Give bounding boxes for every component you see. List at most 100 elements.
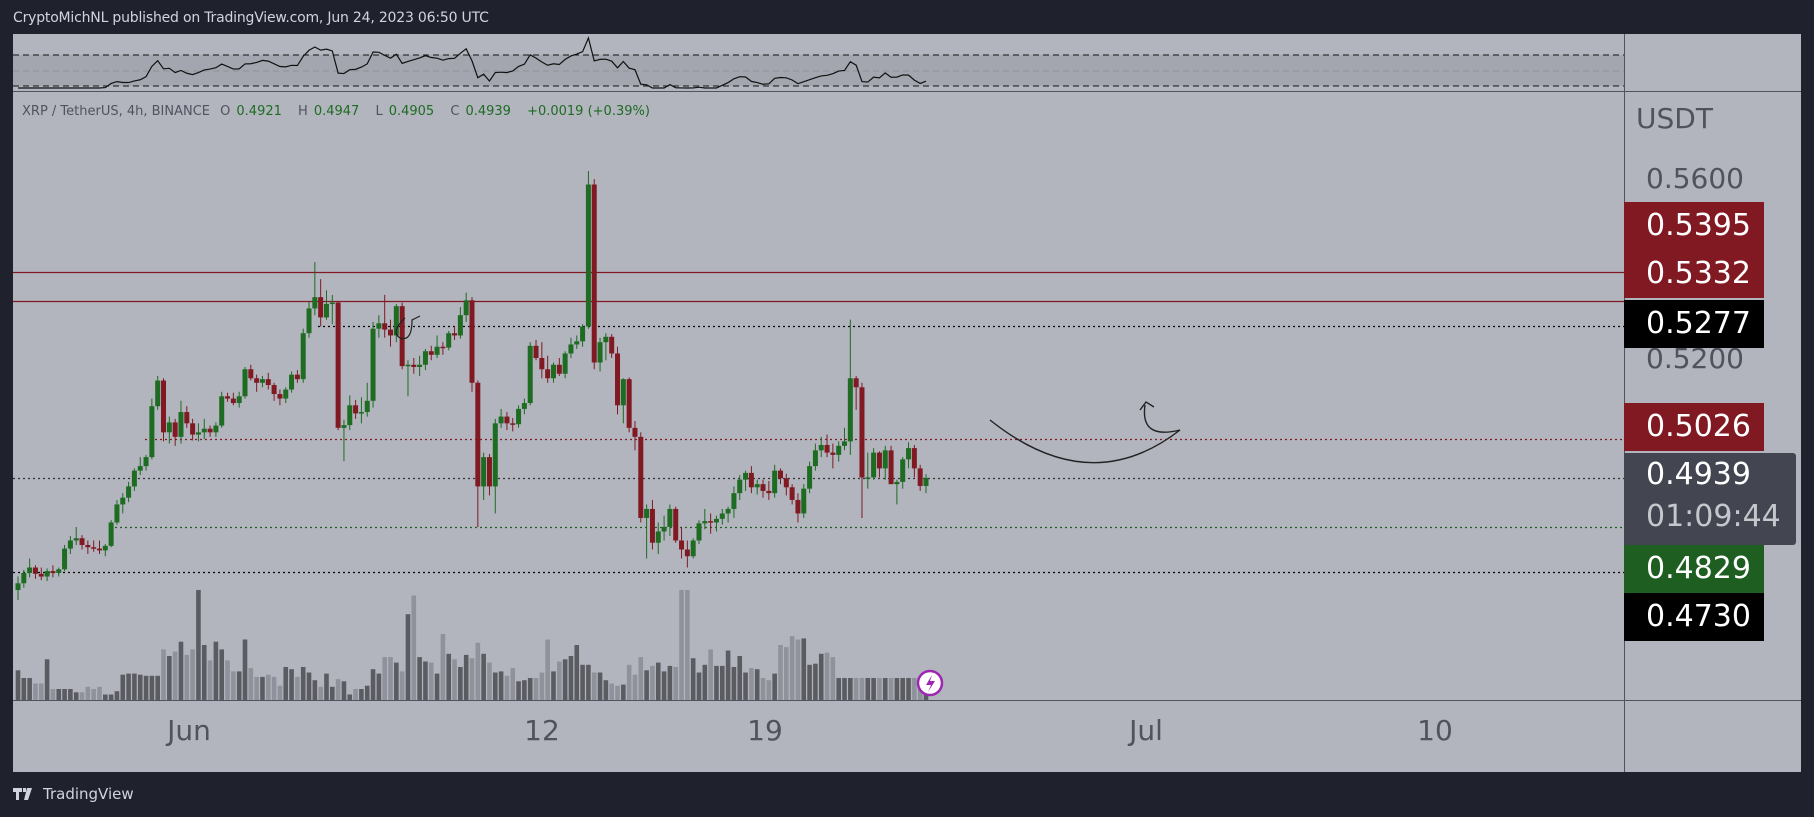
symbol-title: XRP / TetherUS, 4h, BINANCE — [22, 104, 211, 119]
volume-bar — [551, 671, 556, 700]
chart-frame[interactable] — [13, 34, 1801, 772]
volume-bar — [417, 657, 422, 700]
price-level-label: 0.5395 — [1624, 202, 1764, 250]
candle-body — [300, 333, 306, 380]
volume-bar — [719, 665, 725, 700]
volume-bar — [818, 653, 824, 700]
volume-bar — [318, 686, 323, 700]
volume-bar — [108, 694, 114, 700]
volume-bar — [91, 689, 96, 700]
volume-bar — [190, 649, 195, 700]
candle-body — [760, 484, 766, 491]
candle-body — [225, 396, 231, 399]
volume-bar — [632, 674, 638, 700]
volume-bar — [667, 665, 673, 700]
candle-body — [725, 508, 731, 514]
volume-bar — [824, 652, 830, 700]
candle-body — [56, 569, 62, 573]
legend-high: H 0.4947 — [298, 104, 360, 119]
candle-body — [190, 423, 196, 435]
candle-body — [213, 425, 219, 433]
volume-bar — [597, 672, 603, 700]
volume-bar — [760, 678, 766, 700]
volume-bar — [359, 689, 364, 700]
candle-body — [131, 470, 137, 487]
candle-body — [120, 497, 126, 505]
candle-body — [91, 547, 97, 549]
candle-body — [754, 484, 760, 488]
volume-bar — [27, 678, 32, 700]
volume-bar — [487, 662, 492, 700]
candle-body — [434, 346, 440, 355]
candle-body — [679, 540, 685, 550]
volume-bar — [737, 656, 743, 700]
candle-body — [341, 425, 347, 428]
candle-body — [32, 567, 38, 574]
candle-body — [498, 416, 504, 424]
candle-body — [422, 351, 428, 365]
candle-body — [644, 508, 650, 518]
candle-body — [667, 508, 673, 527]
rsi-line — [18, 36, 927, 89]
candle-body — [894, 481, 900, 485]
candle-body — [376, 323, 382, 329]
candle-body — [457, 315, 463, 336]
candle-body — [172, 422, 178, 437]
volume-bar — [38, 683, 44, 700]
candle-body — [818, 444, 824, 451]
volume-bar — [196, 590, 201, 700]
volume-bar — [370, 669, 376, 700]
candle-body — [906, 448, 912, 460]
volume-bar — [842, 678, 847, 700]
volume-bar — [306, 672, 312, 700]
volume-bar — [685, 590, 690, 700]
current-price: 0.4939 — [1646, 457, 1751, 492]
tradingview-footer: TradingView — [13, 785, 134, 803]
candle-body — [382, 323, 388, 330]
volume-bar — [132, 673, 137, 700]
tradingview-logo-icon — [13, 788, 32, 800]
rsi-pane[interactable] — [13, 34, 1624, 92]
volume-bar — [580, 664, 585, 700]
time-tick: 12 — [524, 714, 560, 747]
candle-body — [271, 385, 277, 395]
candle-body — [795, 499, 801, 514]
candle-body — [737, 479, 743, 494]
candle-body — [865, 477, 871, 479]
volume-bar — [725, 650, 731, 700]
candle-body — [620, 379, 626, 406]
volume-bar — [411, 595, 417, 700]
candle-body — [15, 583, 21, 591]
volume-bar — [33, 683, 38, 700]
volume-bar — [754, 669, 760, 700]
volume-bar — [882, 678, 888, 700]
volume-bar — [242, 639, 248, 700]
candle-body — [446, 333, 452, 348]
candle-body — [96, 548, 102, 551]
candle-body — [527, 345, 533, 404]
volume-bar — [789, 636, 795, 700]
volume-bar — [621, 684, 626, 700]
candle-body — [649, 508, 655, 543]
candle-body — [283, 389, 289, 399]
volume-bar — [562, 659, 568, 700]
volume-bar — [586, 664, 591, 700]
volume-bar — [126, 673, 131, 700]
volume-bar — [784, 647, 789, 700]
candle-body — [876, 452, 882, 469]
candle-body — [585, 184, 591, 327]
candle-body — [655, 531, 661, 543]
volume-bar — [690, 658, 696, 700]
volume-bar — [289, 669, 294, 700]
candle-body — [632, 427, 638, 437]
volume-bar — [510, 668, 516, 700]
volume-bar — [801, 638, 807, 700]
volume-bar — [522, 680, 527, 700]
candle-body — [708, 521, 714, 523]
candle-body — [399, 306, 405, 367]
symbol-legend: XRP / TetherUS, 4h, BINANCE O 0.4921 H 0.4… — [22, 104, 656, 119]
candle-body — [184, 412, 190, 424]
volume-bar — [743, 672, 748, 700]
volume-bar — [795, 639, 801, 700]
